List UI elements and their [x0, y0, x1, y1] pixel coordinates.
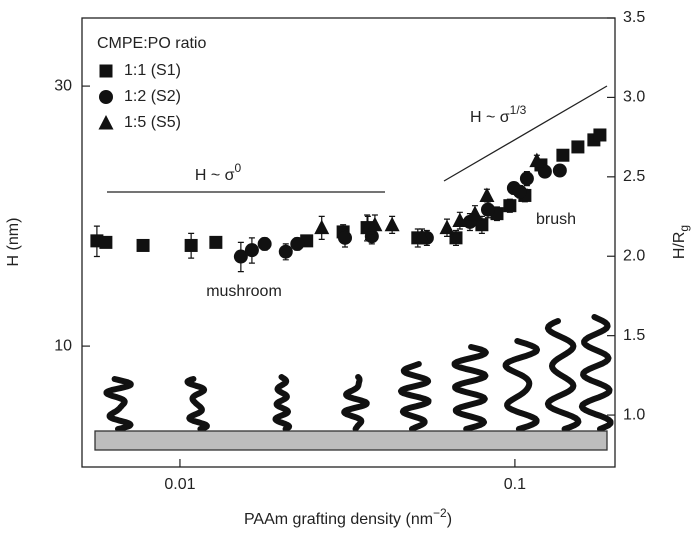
substrate	[94, 430, 608, 451]
polymer-coil	[578, 314, 614, 432]
marker-triangle	[439, 219, 455, 235]
marker-circle	[480, 202, 495, 217]
polymer-illustration	[103, 314, 614, 432]
marker-square	[571, 140, 585, 154]
y2-tick-label: 1.5	[623, 327, 645, 344]
y2-axis-label: H/Rg	[671, 225, 691, 259]
y-tick-label: 10	[54, 337, 72, 354]
y2-tick-label: 3.5	[623, 9, 645, 26]
marker-triangle	[414, 228, 430, 243]
y2-tick-label: 2.0	[623, 247, 645, 264]
legend-title: CMPE:PO ratio	[97, 35, 206, 52]
marker-circle	[537, 164, 552, 179]
polymer-coil	[184, 376, 210, 432]
marker-square	[99, 235, 113, 249]
polymer-coil	[341, 374, 370, 432]
marker-triangle	[529, 152, 545, 168]
marker-circle	[552, 163, 567, 178]
marker-square	[136, 238, 150, 252]
polymer-coil	[103, 376, 134, 432]
annotation: brush	[536, 211, 576, 228]
marker-triangle	[367, 216, 383, 232]
annotation-sup: 1/3	[510, 103, 527, 117]
marker-triangle	[314, 219, 330, 235]
marker-circle	[233, 249, 248, 264]
x-axis-label: PAAm grafting density (nm−2)	[244, 506, 452, 528]
marker-circle	[519, 171, 534, 186]
marker-square	[503, 199, 517, 213]
marker-square	[209, 235, 223, 249]
x-tick-label: 0.1	[504, 476, 526, 493]
legend-label: 1:2 (S2)	[124, 88, 181, 105]
y-tick-label: 30	[54, 77, 72, 94]
y2-tick-label: 3.0	[623, 89, 645, 106]
x-label-sup: −2	[433, 506, 447, 520]
y2-label-text: H/R	[671, 232, 688, 260]
annotation: H ~ σ1/3	[470, 103, 527, 126]
guide-line	[443, 85, 608, 182]
marker-square	[475, 218, 489, 232]
marker-square	[449, 231, 463, 245]
annotation-text: H ~ σ	[470, 109, 510, 126]
marker-circle	[337, 230, 352, 245]
marker-triangle	[384, 216, 400, 232]
annotation-sup: 0	[234, 161, 241, 175]
marker-circle	[290, 236, 305, 251]
marker-triangle	[479, 187, 495, 202]
x-label-text: )	[447, 511, 452, 528]
polymer-coil	[502, 338, 540, 432]
polymer-coil	[272, 374, 293, 432]
annotation-text: H ~ σ	[195, 167, 235, 184]
polymer-coil	[544, 318, 582, 432]
marker-circle	[99, 90, 113, 104]
x-label-text: PAAm grafting density (nm	[244, 511, 433, 528]
marker-circle	[244, 243, 259, 258]
plot-frame	[81, 17, 616, 468]
legend-label: 1:1 (S1)	[124, 62, 181, 79]
annotation: H ~ σ0	[195, 161, 242, 184]
polymer-coil	[398, 361, 432, 432]
y2-label-sub: g	[677, 225, 691, 232]
marker-circle	[257, 236, 272, 251]
polymer-coil	[451, 344, 489, 432]
marker-square	[556, 148, 570, 162]
y2-tick-label: 2.5	[623, 168, 645, 185]
y2-tick-label: 1.0	[623, 406, 645, 423]
legend-label: 1:5 (S5)	[124, 114, 181, 131]
marker-triangle	[98, 115, 114, 130]
marker-triangle	[452, 212, 468, 228]
marker-square	[593, 128, 607, 142]
marker-circle	[278, 244, 293, 259]
marker-circle	[512, 184, 527, 199]
marker-square	[184, 238, 198, 252]
marker-triangle	[467, 205, 483, 221]
y-axis-label: H (nm)	[5, 218, 22, 267]
x-tick-label: 0.01	[164, 476, 195, 493]
annotation: mushroom	[206, 283, 282, 300]
marker-square	[99, 64, 113, 78]
